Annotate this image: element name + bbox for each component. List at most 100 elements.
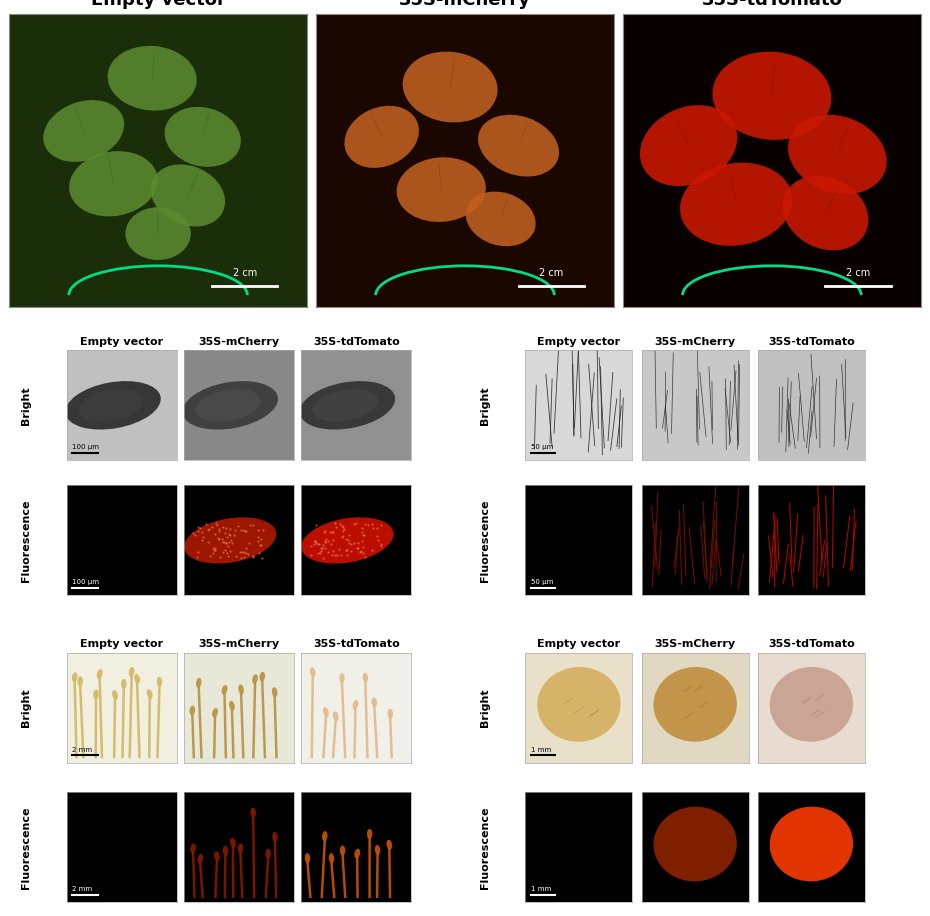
Ellipse shape <box>222 845 228 856</box>
Point <box>369 529 384 543</box>
Point <box>216 545 231 560</box>
Ellipse shape <box>151 164 225 226</box>
Point <box>313 540 328 555</box>
Point <box>198 517 213 531</box>
Ellipse shape <box>265 848 271 858</box>
Ellipse shape <box>478 114 559 177</box>
Point <box>329 547 344 562</box>
Point <box>348 516 363 530</box>
Point <box>206 541 221 556</box>
Point <box>232 545 247 560</box>
Point <box>239 524 254 539</box>
Ellipse shape <box>196 678 202 688</box>
Ellipse shape <box>712 51 831 140</box>
Point <box>355 546 370 561</box>
Point <box>250 529 265 544</box>
Text: 35S-mCherry: 35S-mCherry <box>655 337 736 346</box>
Ellipse shape <box>680 163 792 245</box>
Point <box>234 522 249 537</box>
Ellipse shape <box>113 690 118 700</box>
Ellipse shape <box>770 667 853 742</box>
Point <box>318 523 333 538</box>
Point <box>318 531 333 546</box>
Point <box>350 541 365 556</box>
Point <box>234 545 249 560</box>
Ellipse shape <box>344 105 419 168</box>
Point <box>326 524 340 539</box>
Ellipse shape <box>157 677 162 687</box>
Point <box>238 546 253 561</box>
Point <box>253 538 268 552</box>
Ellipse shape <box>77 676 83 686</box>
Point <box>218 526 232 540</box>
Point <box>250 534 265 549</box>
Ellipse shape <box>238 684 244 694</box>
Ellipse shape <box>323 707 329 717</box>
Point <box>195 530 210 545</box>
Ellipse shape <box>121 679 126 689</box>
Point <box>326 532 340 547</box>
Ellipse shape <box>214 851 219 861</box>
Point <box>215 535 230 550</box>
Point <box>328 519 343 534</box>
Point <box>311 545 325 560</box>
Ellipse shape <box>301 518 393 563</box>
Text: 2 cm: 2 cm <box>846 267 870 278</box>
Ellipse shape <box>259 671 265 682</box>
Point <box>211 530 226 545</box>
Ellipse shape <box>272 832 278 842</box>
Ellipse shape <box>221 685 228 694</box>
Text: Empty vector: Empty vector <box>90 0 226 9</box>
Point <box>307 534 322 549</box>
Text: 35S-tdTomato: 35S-tdTomato <box>312 639 400 649</box>
Point <box>205 519 219 534</box>
Point <box>224 532 239 547</box>
Point <box>308 534 323 549</box>
Ellipse shape <box>128 667 135 677</box>
Ellipse shape <box>654 667 737 742</box>
Point <box>315 538 330 552</box>
Point <box>223 544 238 559</box>
Point <box>335 529 350 544</box>
Point <box>337 522 352 537</box>
Point <box>219 545 234 560</box>
Point <box>195 525 210 540</box>
Point <box>327 516 342 530</box>
Point <box>352 545 367 560</box>
Ellipse shape <box>97 670 102 679</box>
Text: 2 mm: 2 mm <box>73 887 93 892</box>
Ellipse shape <box>396 158 485 222</box>
Point <box>309 518 324 533</box>
Point <box>241 536 256 551</box>
Text: 50 μm: 50 μm <box>531 580 553 585</box>
Text: 35S-tdTomato: 35S-tdTomato <box>768 337 855 346</box>
Point <box>190 550 205 564</box>
Text: 2 cm: 2 cm <box>539 267 564 278</box>
Point <box>339 548 354 562</box>
Ellipse shape <box>229 701 235 711</box>
Point <box>254 531 269 546</box>
Point <box>335 518 350 533</box>
Ellipse shape <box>65 381 161 430</box>
Point <box>216 520 231 535</box>
Ellipse shape <box>387 840 392 849</box>
Point <box>339 542 354 557</box>
Text: 1 mm: 1 mm <box>531 887 551 892</box>
Ellipse shape <box>333 712 339 721</box>
Point <box>371 533 386 548</box>
Point <box>200 534 215 549</box>
Point <box>333 548 348 562</box>
Text: 35S-mCherry: 35S-mCherry <box>198 639 280 649</box>
Point <box>194 532 209 547</box>
Ellipse shape <box>788 114 886 194</box>
Point <box>358 550 373 564</box>
Point <box>233 551 248 565</box>
Text: Fluorescence: Fluorescence <box>481 499 490 582</box>
Point <box>212 523 227 538</box>
Point <box>220 549 235 563</box>
Point <box>313 544 328 559</box>
Text: Bright: Bright <box>21 386 31 425</box>
Point <box>221 527 236 541</box>
Text: Fluorescence: Fluorescence <box>21 499 31 582</box>
Point <box>341 528 356 542</box>
